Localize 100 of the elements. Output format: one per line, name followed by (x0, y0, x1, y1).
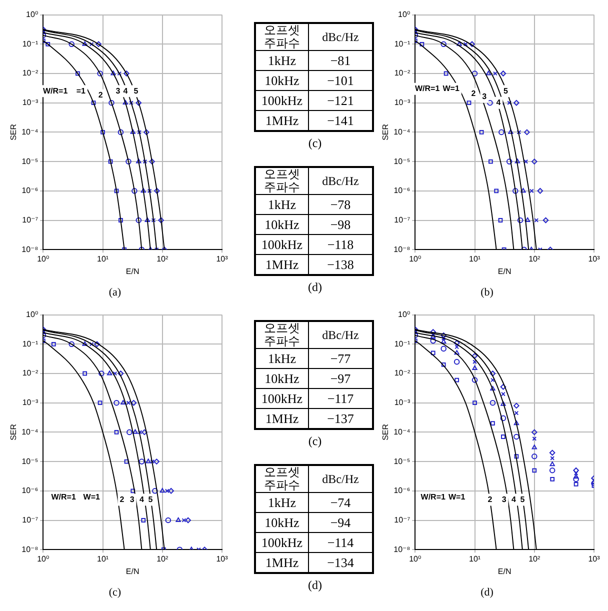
x-tick-label: 10⁰ (409, 554, 422, 564)
y-tick-label: 10⁻² (22, 368, 38, 378)
annotation: 5 (520, 494, 526, 504)
y-tick-label: 10⁻⁵ (394, 456, 410, 466)
data-label: −141 (308, 110, 373, 131)
category-label: 100kHz (255, 90, 308, 110)
y-tick-label: 10⁻⁶ (22, 186, 38, 196)
y-tick-label: 10⁻⁸ (394, 244, 410, 254)
data-label: −78 (308, 194, 373, 214)
category-label: 100kHz (255, 532, 308, 552)
y-tick-label: 10⁻⁶ (394, 186, 410, 196)
annotation: 3 (116, 86, 121, 96)
annotation: 2 (488, 494, 493, 504)
category-label: 10kHz (255, 214, 308, 234)
y-tick-label: 10⁻³ (394, 98, 410, 108)
data-label: −118 (308, 234, 373, 254)
y-tick-label: 10⁻² (22, 68, 38, 78)
y-tick-label: 10⁻⁶ (22, 486, 38, 496)
y-axis-title: SER (9, 424, 18, 440)
data-label: −134 (308, 552, 373, 573)
y-tick-label: 10⁰ (398, 10, 410, 20)
annotation: W/R=1 (414, 84, 440, 94)
data-label: −137 (308, 408, 373, 429)
x-tick-label: 10² (156, 254, 169, 264)
annotation: 3 (482, 92, 488, 102)
y-tick-label: 10⁻² (394, 368, 410, 378)
text: dBc/Hz (308, 167, 373, 194)
x-tick-label: 10² (156, 554, 169, 564)
text: (d) (307, 280, 323, 295)
y-tick-label: 10⁻³ (22, 398, 38, 408)
y-tick-label: 10⁻¹ (394, 39, 410, 48)
x-axis-title: E/N (498, 567, 512, 576)
text: (d) (480, 586, 494, 598)
category-label: 1MHz (255, 254, 308, 275)
y-tick-label: 10⁻¹ (22, 339, 38, 348)
category-label: 10kHz (255, 70, 308, 90)
y-tick-label: 10⁰ (26, 10, 38, 20)
annotation: 5 (503, 86, 508, 96)
y-tick-label: 10⁻⁵ (394, 156, 410, 166)
annotation: W/R=1 (51, 492, 76, 502)
annotation: 4 (139, 494, 144, 504)
text: (c) (108, 586, 122, 598)
data-label: −101 (308, 70, 373, 90)
y-axis-title: SER (381, 124, 390, 140)
y-tick-label: 10⁻¹ (394, 339, 410, 348)
category-label: 10kHz (255, 512, 308, 532)
annotation: 3 (130, 494, 135, 504)
data-label: −74 (308, 492, 373, 512)
text: (c) (307, 434, 323, 449)
annotation: 4 (511, 494, 516, 504)
data-label: −121 (308, 90, 373, 110)
category-label: 1MHz (255, 408, 308, 429)
annotation: W/R=1 (420, 492, 446, 502)
text: 오프셋 주파수 (255, 23, 308, 50)
data-label: −98 (308, 214, 373, 234)
y-tick-label: 10⁻⁸ (394, 544, 410, 554)
y-axis-title: SER (381, 424, 390, 440)
category-label: 1kHz (255, 194, 308, 214)
y-tick-label: 10⁻⁷ (394, 215, 410, 224)
x-tick-label: 10¹ (96, 554, 109, 564)
category-label: 100kHz (255, 234, 308, 254)
annotation: 2 (98, 90, 104, 100)
x-tick-label: 10⁰ (37, 554, 50, 564)
y-tick-label: 10⁻⁷ (394, 515, 410, 524)
y-tick-label: 10⁻⁷ (22, 215, 38, 224)
data-label: −77 (308, 348, 373, 368)
category-label: 1kHz (255, 348, 308, 368)
text: (c) (307, 136, 323, 151)
category-label: 10kHz (255, 368, 308, 388)
annotation: 5 (134, 86, 139, 96)
data-label: −94 (308, 512, 373, 532)
text: dBc/Hz (308, 321, 373, 348)
text: dBc/Hz (308, 23, 373, 50)
data-label: −114 (308, 532, 373, 552)
y-tick-label: 10⁻⁴ (394, 127, 411, 136)
x-tick-label: 10¹ (96, 254, 109, 264)
data-label: −97 (308, 368, 373, 388)
x-tick-label: 10³ (216, 254, 228, 264)
x-axis-title: E/N (498, 267, 512, 276)
x-tick-label: 10¹ (468, 254, 481, 264)
y-tick-label: 10⁻³ (394, 398, 410, 408)
y-tick-label: 10⁰ (26, 310, 38, 320)
x-tick-label: 10² (528, 254, 541, 264)
y-tick-label: 10⁻⁴ (22, 127, 39, 136)
annotation: 5 (148, 494, 154, 504)
category-label: 1kHz (255, 492, 308, 512)
data-label: −138 (308, 254, 373, 275)
y-tick-label: 10⁻⁶ (394, 486, 410, 496)
x-tick-label: 10⁰ (409, 254, 422, 264)
data-label: −81 (308, 50, 373, 70)
x-tick-label: 10³ (588, 254, 600, 264)
text: (a) (108, 286, 122, 298)
x-tick-label: 10² (528, 554, 541, 564)
y-tick-label: 10⁻⁵ (22, 156, 38, 166)
y-tick-label: 10⁻³ (22, 98, 38, 108)
y-axis-title: SER (9, 124, 18, 140)
x-tick-label: 10¹ (468, 554, 481, 564)
y-tick-label: 10⁻⁴ (394, 427, 411, 436)
y-tick-label: 10⁻¹ (22, 39, 38, 48)
y-tick-label: 10⁻⁴ (22, 427, 39, 436)
